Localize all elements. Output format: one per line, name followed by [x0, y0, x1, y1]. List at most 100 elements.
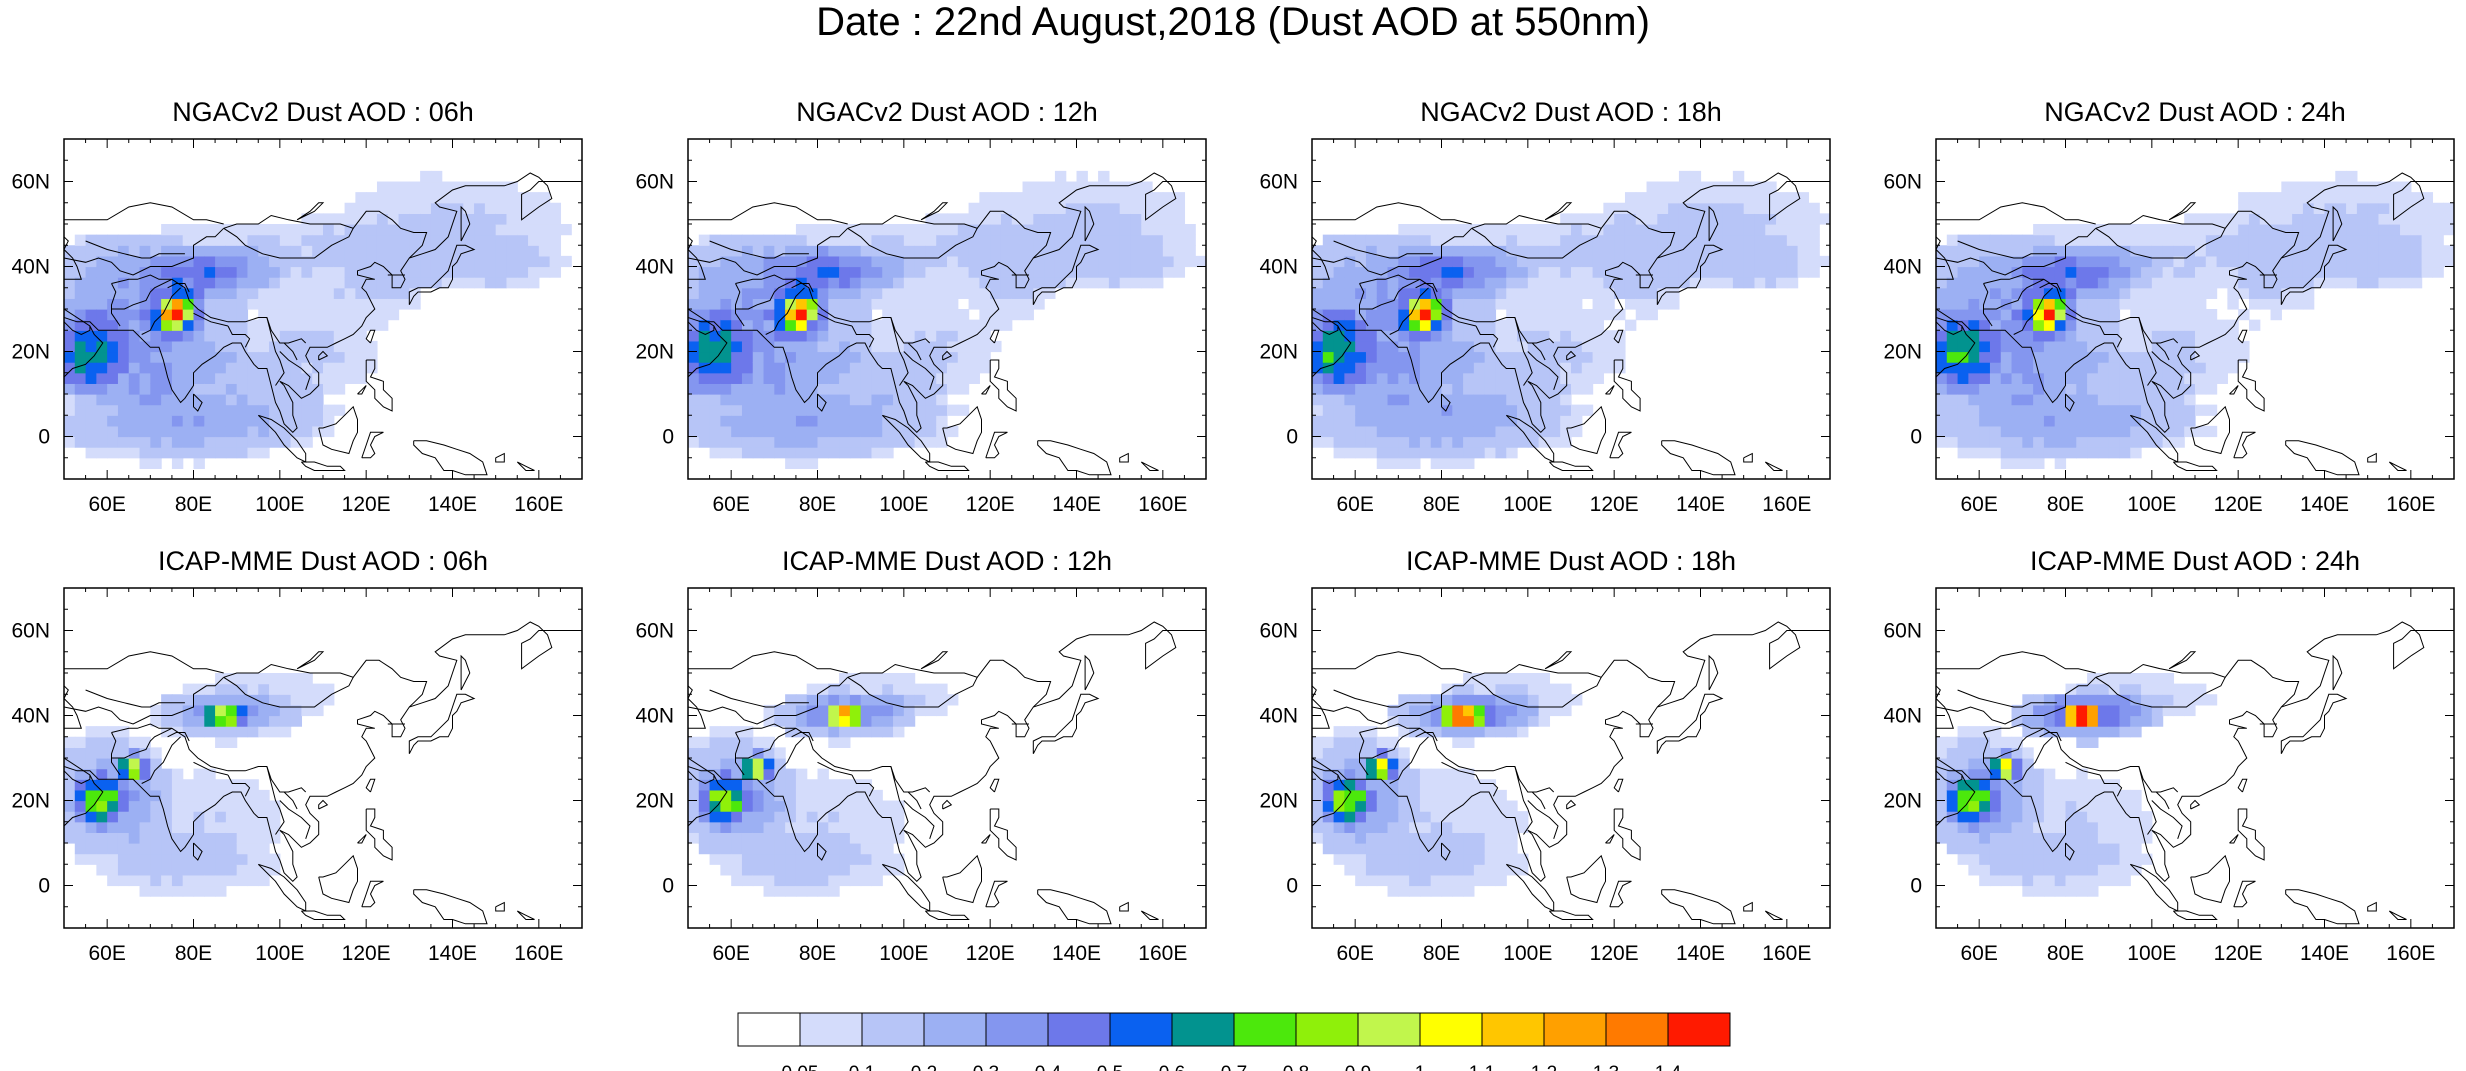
- colorbar-label: 0.9: [1345, 1063, 1371, 1071]
- lat-tick-label: 20N: [11, 341, 50, 364]
- panel-title: NGACv2 Dust AOD : 06h: [172, 97, 474, 127]
- lat-tick-label: 60N: [1883, 171, 1922, 194]
- lat-tick-label: 0: [1286, 426, 1298, 449]
- colorbar-swatch: [1605, 1012, 1669, 1047]
- lon-tick-label: 160E: [514, 493, 563, 516]
- lon-tick-label: 140E: [2300, 493, 2349, 516]
- panel-title: ICAP-MME Dust AOD : 12h: [782, 546, 1112, 576]
- panel-title: NGACv2 Dust AOD : 12h: [796, 97, 1098, 127]
- lat-tick-label: 20N: [1259, 341, 1298, 364]
- lat-tick-label: 40N: [1259, 705, 1298, 728]
- lat-tick-label: 20N: [635, 790, 674, 813]
- lon-tick-label: 120E: [1590, 493, 1639, 516]
- lon-tick-label: 140E: [2300, 942, 2349, 965]
- colorbar-label: 0.5: [1097, 1063, 1123, 1071]
- lat-tick-label: 40N: [1883, 705, 1922, 728]
- coastlines: [688, 172, 1206, 476]
- colorbar-swatch: [1047, 1012, 1111, 1047]
- map-panel-ngac-24h: NGACv2 Dust AOD : 24h 60E 80E 100E 120E 140E 1…: [1883, 97, 2455, 516]
- dust-aod-field: [64, 673, 335, 897]
- lon-tick-label: 160E: [1138, 942, 1187, 965]
- lon-tick-label: 120E: [2214, 942, 2263, 965]
- lon-tick-label: 160E: [1762, 493, 1811, 516]
- lon-tick-label: 80E: [175, 493, 212, 516]
- lon-tick-label: 80E: [1423, 942, 1460, 965]
- lon-tick-label: 100E: [1503, 493, 1552, 516]
- lon-tick-label: 120E: [966, 493, 1015, 516]
- lat-tick-label: 40N: [1883, 256, 1922, 279]
- coastlines: [1936, 172, 2454, 476]
- lon-tick-label: 60E: [88, 942, 125, 965]
- panel-title: NGACv2 Dust AOD : 24h: [2044, 97, 2346, 127]
- lat-tick-label: 0: [1910, 875, 1922, 898]
- lon-tick-label: 80E: [175, 942, 212, 965]
- panel-title: NGACv2 Dust AOD : 18h: [1420, 97, 1722, 127]
- lon-tick-label: 140E: [1052, 493, 1101, 516]
- lon-tick-label: 140E: [1052, 942, 1101, 965]
- lon-tick-label: 80E: [2047, 493, 2084, 516]
- lon-tick-label: 60E: [88, 493, 125, 516]
- lon-tick-label: 100E: [255, 493, 304, 516]
- lon-tick-label: 100E: [2127, 942, 2176, 965]
- dust-aod-field: [1936, 170, 2454, 469]
- lat-tick-label: 20N: [635, 341, 674, 364]
- lon-tick-label: 160E: [2386, 942, 2435, 965]
- colorbar-swatch: [1667, 1012, 1731, 1047]
- lat-tick-label: 20N: [1259, 790, 1298, 813]
- colorbar-label: 0.3: [973, 1063, 999, 1071]
- lat-tick-label: 20N: [1883, 341, 1922, 364]
- panel-title: ICAP-MME Dust AOD : 18h: [1406, 546, 1736, 576]
- colorbar-label: 1.4: [1655, 1063, 1682, 1071]
- colorbar-label: 0.2: [911, 1063, 937, 1071]
- coastlines: [1312, 172, 1830, 476]
- dust-aod-field: [64, 170, 572, 469]
- colorbar-label: 0.1: [849, 1063, 875, 1071]
- colorbar-label: 0.6: [1159, 1063, 1185, 1071]
- lon-tick-label: 140E: [1676, 493, 1725, 516]
- lat-tick-label: 60N: [635, 171, 674, 194]
- dust-aod-field: [1312, 170, 1830, 469]
- lat-tick-label: 0: [38, 426, 50, 449]
- map-panel-icap-18h: ICAP-MME Dust AOD : 18h 60E 80E 100E 120E 140…: [1259, 546, 1831, 965]
- lon-tick-label: 60E: [712, 942, 749, 965]
- lon-tick-label: 100E: [255, 942, 304, 965]
- coastlines: [1312, 621, 1830, 925]
- colorbar-swatch: [923, 1012, 987, 1047]
- colorbar-swatch: [861, 1012, 925, 1047]
- lon-tick-label: 120E: [342, 493, 391, 516]
- lon-tick-label: 80E: [799, 493, 836, 516]
- lat-tick-label: 20N: [1883, 790, 1922, 813]
- dust-aod-field: [1936, 673, 2218, 897]
- map-panel-ngac-18h: NGACv2 Dust AOD : 18h 60E 80E 100E 120E 140E 1…: [1259, 97, 1831, 516]
- colorbar-swatch: [1171, 1012, 1235, 1047]
- colorbar-label: 0.8: [1283, 1063, 1309, 1071]
- lon-tick-label: 100E: [2127, 493, 2176, 516]
- lat-tick-label: 60N: [1883, 620, 1922, 643]
- lat-tick-label: 0: [38, 875, 50, 898]
- lat-tick-label: 40N: [1259, 256, 1298, 279]
- lon-tick-label: 100E: [879, 493, 928, 516]
- lat-tick-label: 0: [1286, 875, 1298, 898]
- lon-tick-label: 60E: [712, 493, 749, 516]
- lat-tick-label: 0: [662, 875, 674, 898]
- lat-tick-label: 60N: [635, 620, 674, 643]
- panel-title: ICAP-MME Dust AOD : 24h: [2030, 546, 2360, 576]
- lon-tick-label: 100E: [879, 942, 928, 965]
- lon-tick-label: 80E: [1423, 493, 1460, 516]
- coastlines: [64, 621, 582, 925]
- lon-tick-label: 60E: [1336, 942, 1373, 965]
- colorbar-swatch: [1419, 1012, 1483, 1047]
- coastlines: [64, 172, 582, 476]
- map-panel-icap-24h: ICAP-MME Dust AOD : 24h 60E 80E 100E 120E 140…: [1883, 546, 2455, 965]
- panel-title: ICAP-MME Dust AOD : 06h: [158, 546, 488, 576]
- map-panel-icap-12h: ICAP-MME Dust AOD : 12h 60E 80E 100E 120E 140…: [635, 546, 1207, 965]
- dust-aod-field: [688, 170, 1206, 469]
- colorbar: 0.05 0.1 0.2 0.3 0.4 0.5 0.6 0.7 0.8 0.9 1 1.1 1.2 1.…: [737, 1012, 1731, 1071]
- coastlines: [688, 621, 1206, 925]
- colorbar-swatch: [1543, 1012, 1607, 1047]
- colorbar-label: 1.2: [1531, 1063, 1557, 1071]
- colorbar-swatch: [1233, 1012, 1297, 1047]
- lon-tick-label: 60E: [1960, 942, 1997, 965]
- lat-tick-label: 40N: [11, 256, 50, 279]
- lon-tick-label: 120E: [2214, 493, 2263, 516]
